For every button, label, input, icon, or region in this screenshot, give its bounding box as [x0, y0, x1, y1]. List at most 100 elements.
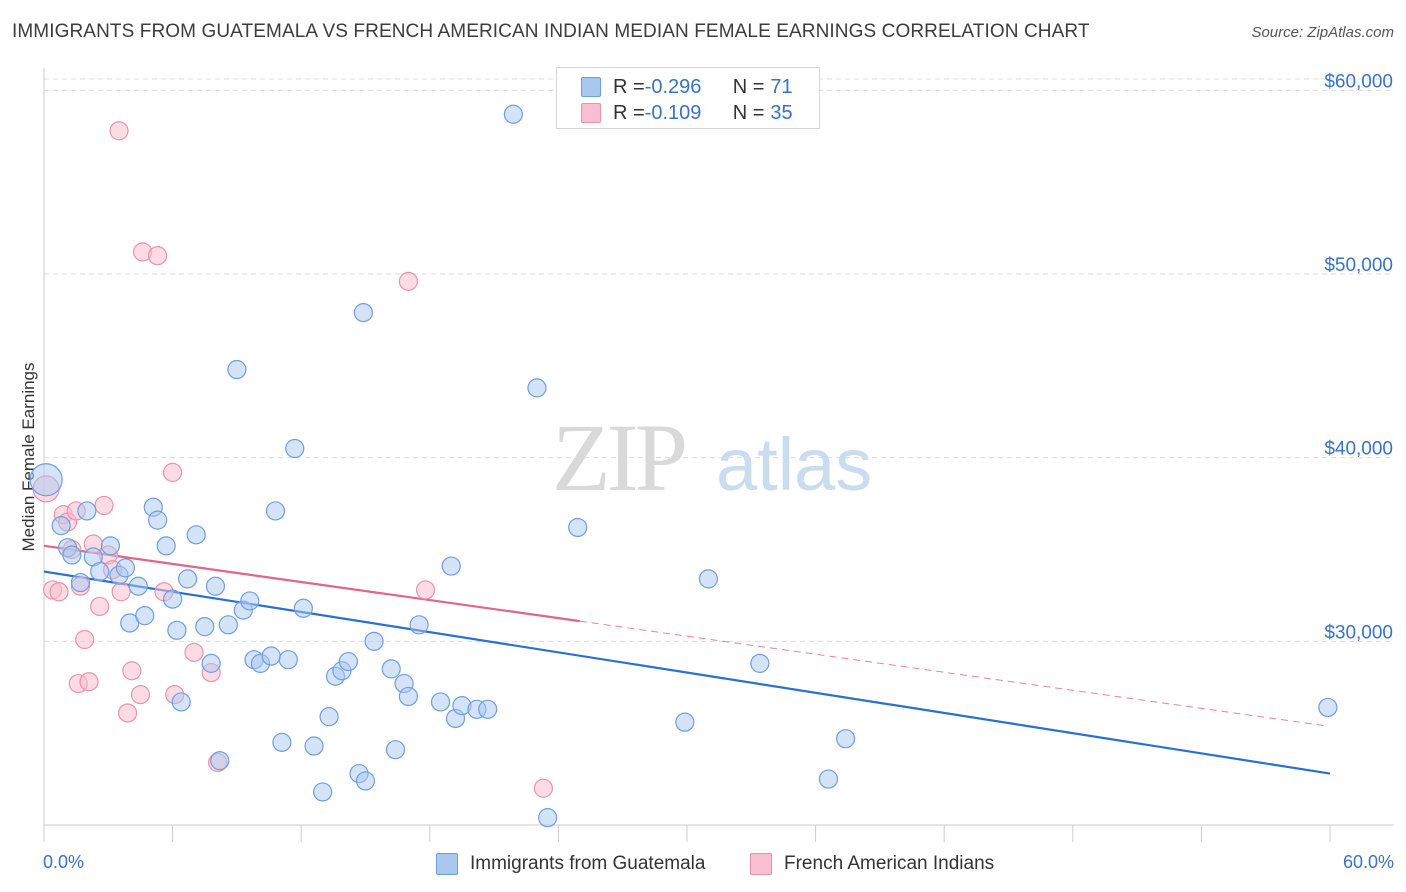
trend-line-french-extension: [579, 620, 1326, 727]
data-point-guatemala: [195, 617, 215, 637]
data-point-guatemala: [201, 653, 221, 673]
legend-item-french: French American Indians: [750, 850, 994, 878]
data-point-french: [90, 596, 110, 617]
data-point-guatemala: [210, 751, 230, 771]
data-point-french: [109, 121, 129, 141]
data-point-guatemala: [100, 536, 121, 556]
data-point-guatemala: [29, 463, 63, 497]
data-point-guatemala: [90, 561, 110, 582]
data-point-guatemala: [478, 699, 498, 719]
y-tick-label: $60,000: [1324, 71, 1393, 92]
data-point-guatemala: [750, 653, 770, 673]
data-point-guatemala: [186, 525, 206, 545]
data-point-guatemala: [265, 501, 286, 521]
data-point-guatemala: [385, 740, 406, 760]
stats-row-french: R = -0.109 N = 35: [581, 100, 793, 126]
stats-row-guatemala: R = -0.296 N = 71: [581, 74, 793, 100]
y-axis-label: Median Female Earnings: [19, 363, 38, 552]
data-point-guatemala: [503, 104, 523, 124]
data-point-guatemala: [240, 591, 260, 611]
data-point-guatemala: [1318, 697, 1338, 718]
y-tick-label: $30,000: [1324, 622, 1393, 643]
data-point-french: [122, 661, 142, 681]
legend-item-guatemala: Immigrants from Guatemala: [436, 850, 705, 878]
y-tick-label: $50,000: [1324, 255, 1393, 276]
y-tick-label: $40,000: [1324, 439, 1393, 460]
data-point-guatemala: [171, 692, 191, 712]
r-value: -0.109: [644, 101, 702, 124]
data-point-guatemala: [178, 569, 198, 589]
data-point-guatemala: [355, 771, 376, 791]
data-point-french: [398, 271, 418, 291]
watermark-zip: ZIP: [552, 404, 685, 511]
watermark-atlas: atlas: [716, 423, 872, 506]
data-point-guatemala: [313, 782, 333, 802]
data-point-guatemala: [338, 651, 358, 672]
data-point-guatemala: [319, 707, 339, 727]
data-point-french: [147, 246, 168, 266]
data-point-french: [163, 462, 183, 482]
n-value: 71: [770, 75, 793, 98]
guatemala-points: [29, 104, 1338, 828]
guatemala-swatch: [581, 77, 601, 97]
bottom-legend: 0.0% Immigrants from Guatemala French Am…: [0, 850, 1406, 878]
french-swatch: [581, 103, 601, 123]
data-point-guatemala: [285, 438, 305, 459]
trend-lines: [43, 544, 1331, 775]
guatemala-legend-swatch: [436, 853, 458, 875]
data-point-guatemala: [409, 615, 429, 635]
data-point-guatemala: [77, 501, 97, 521]
data-point-guatemala: [430, 692, 451, 712]
data-point-french: [184, 642, 204, 662]
r-label: R =: [613, 75, 645, 98]
data-point-guatemala: [163, 589, 183, 609]
data-point-guatemala: [147, 510, 168, 530]
n-label: N =: [732, 101, 765, 124]
data-point-french: [49, 582, 69, 602]
trend-line-guatemala: [43, 570, 1331, 775]
data-point-guatemala: [675, 712, 695, 732]
data-point-guatemala: [538, 808, 558, 828]
data-point-guatemala: [62, 545, 82, 565]
data-point-french: [415, 580, 436, 600]
y-tick-labels: $30,000 $40,000 $50,000 $60,000: [1324, 71, 1393, 643]
data-point-guatemala: [698, 569, 719, 589]
data-point-guatemala: [568, 517, 588, 538]
data-point-guatemala: [364, 631, 384, 651]
data-point-guatemala: [304, 736, 324, 756]
source-label: Source: ZipAtlas.com: [1251, 24, 1394, 41]
data-point-guatemala: [398, 686, 418, 707]
data-point-guatemala: [818, 769, 839, 789]
data-point-guatemala: [527, 378, 547, 398]
data-point-french: [94, 495, 114, 516]
data-point-guatemala: [167, 620, 187, 640]
data-point-french: [75, 629, 95, 650]
data-point-french: [111, 582, 131, 602]
trend-line-french: [43, 544, 580, 623]
x-max-label: 60.0%: [1342, 852, 1394, 872]
data-point-french: [130, 685, 151, 705]
grid: [44, 78, 1394, 642]
data-point-guatemala: [156, 536, 176, 556]
watermark: ZIP atlas: [552, 404, 872, 511]
data-point-guatemala: [135, 606, 155, 626]
data-point-french: [117, 703, 138, 723]
data-point-guatemala: [836, 729, 856, 749]
data-point-guatemala: [293, 598, 313, 618]
r-value: -0.296: [644, 75, 702, 98]
legend-label-french: French American Indians: [784, 853, 995, 874]
data-point-guatemala: [278, 650, 298, 670]
n-value: 35: [770, 101, 793, 124]
data-point-guatemala: [70, 572, 91, 593]
data-point-guatemala: [218, 615, 238, 635]
axes: [43, 68, 1394, 842]
data-point-guatemala: [51, 516, 71, 536]
data-point-guatemala: [227, 359, 247, 380]
data-point-guatemala: [272, 732, 292, 752]
data-point-guatemala: [261, 646, 281, 666]
data-point-guatemala: [353, 302, 373, 323]
legend-label-guatemala: Immigrants from Guatemala: [470, 853, 706, 874]
data-point-guatemala: [441, 556, 461, 576]
french-american-indian-points: [32, 121, 553, 798]
